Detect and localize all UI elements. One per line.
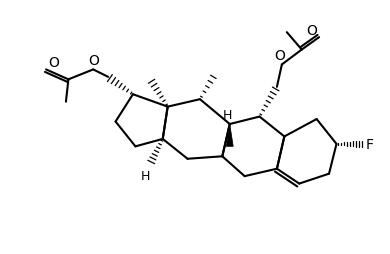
Text: O: O <box>306 24 317 38</box>
Text: H: H <box>223 108 232 121</box>
Text: O: O <box>274 49 285 63</box>
Text: O: O <box>88 54 99 68</box>
Text: O: O <box>48 56 59 70</box>
Polygon shape <box>226 124 233 147</box>
Text: H: H <box>141 169 150 182</box>
Text: F: F <box>366 137 374 151</box>
